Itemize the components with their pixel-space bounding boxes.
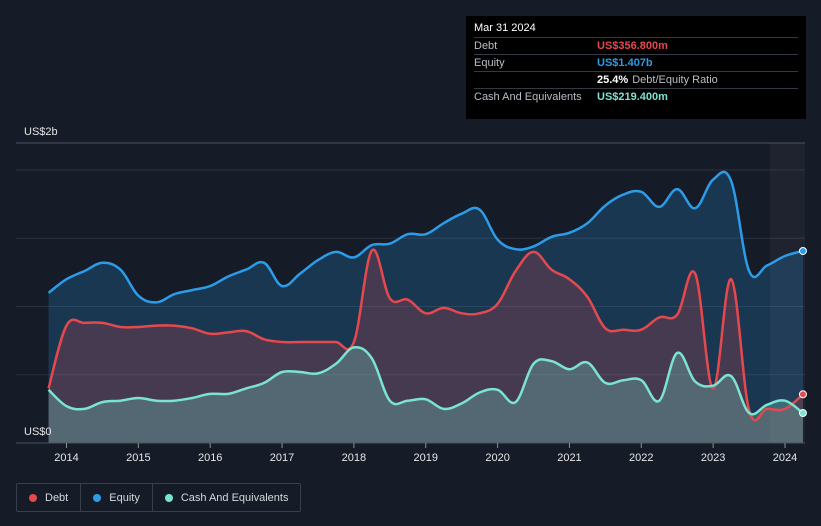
- cash-and-equivalents-area: [48, 347, 804, 443]
- tooltip-equity-label: Equity: [474, 57, 505, 69]
- x-axis-ticks: 2014 2015 2016 2017 2018 2019 2020 2021 2022 2023…: [54, 443, 797, 464]
- debt-line: [47, 248, 804, 422]
- tooltip-cash-value: US$219.400m: [597, 91, 668, 103]
- debt-area: [48, 249, 804, 443]
- tooltip-equity-row: Equity US$1.407b: [474, 54, 798, 71]
- x-tick-label: 2023: [701, 452, 725, 464]
- current-period-band: [770, 143, 805, 443]
- tooltip-ratio-value: 25.4%: [597, 74, 629, 86]
- equity-line: [47, 170, 804, 304]
- cash-and-equivalents-endpoint: [798, 409, 807, 418]
- legend-item-debt[interactable]: Debt: [17, 484, 82, 511]
- tooltip-ratio-row: 25.4% Debt/Equity Ratio: [474, 71, 798, 88]
- tooltip-date: Mar 31 2024: [474, 22, 536, 34]
- y-axis-zero-label: US$0: [24, 426, 52, 438]
- legend-item-equity[interactable]: Equity: [81, 484, 153, 511]
- tooltip-cash-label: Cash And Equivalents: [474, 91, 582, 103]
- debt-endpoint: [798, 390, 807, 399]
- tooltip-panel: Mar 31 2024 Debt US$356.800m Equity US$1…: [466, 16, 806, 119]
- tooltip-equity-value: US$1.407b: [597, 57, 653, 69]
- y-axis-top-label: US$2b: [24, 126, 58, 138]
- tooltip-debt-row: Debt US$356.800m: [474, 37, 798, 54]
- x-tick-label: 2022: [629, 452, 653, 464]
- x-tick-label: 2015: [126, 452, 150, 464]
- equity-endpoint: [798, 246, 807, 255]
- grid-lines: [16, 143, 805, 443]
- x-tick-label: 2017: [270, 452, 294, 464]
- x-tick-label: 2020: [485, 452, 509, 464]
- x-tick-label: 2019: [414, 452, 438, 464]
- chart-lines: [47, 170, 804, 422]
- legend-equity-label: Equity: [109, 491, 140, 504]
- cash-legend-dot-icon: [164, 493, 173, 502]
- legend-item-cash[interactable]: Cash And Equivalents: [153, 484, 301, 511]
- x-tick-label: 2016: [198, 452, 222, 464]
- x-tick-label: 2021: [557, 452, 581, 464]
- chart-legend: Debt Equity Cash And Equivalents: [16, 483, 302, 512]
- tooltip-debt-value: US$356.800m: [597, 40, 668, 52]
- legend-cash-label: Cash And Equivalents: [180, 491, 289, 504]
- x-tick-label: 2018: [342, 452, 366, 464]
- chart-points: [798, 246, 807, 418]
- equity-legend-dot-icon: [93, 493, 102, 502]
- equity-area: [48, 171, 804, 443]
- debt-legend-dot-icon: [29, 493, 37, 502]
- chart-areas: [48, 171, 804, 443]
- tooltip-ratio-label: Debt/Equity Ratio: [632, 74, 718, 86]
- cash-and-equivalents-line: [47, 345, 804, 416]
- x-tick-label: 2024: [773, 452, 797, 464]
- tooltip-cash-row: Cash And Equivalents US$219.400m: [474, 88, 798, 105]
- x-tick-label: 2014: [54, 452, 78, 464]
- tooltip-debt-label: Debt: [474, 40, 498, 52]
- legend-debt-label: Debt: [45, 491, 69, 504]
